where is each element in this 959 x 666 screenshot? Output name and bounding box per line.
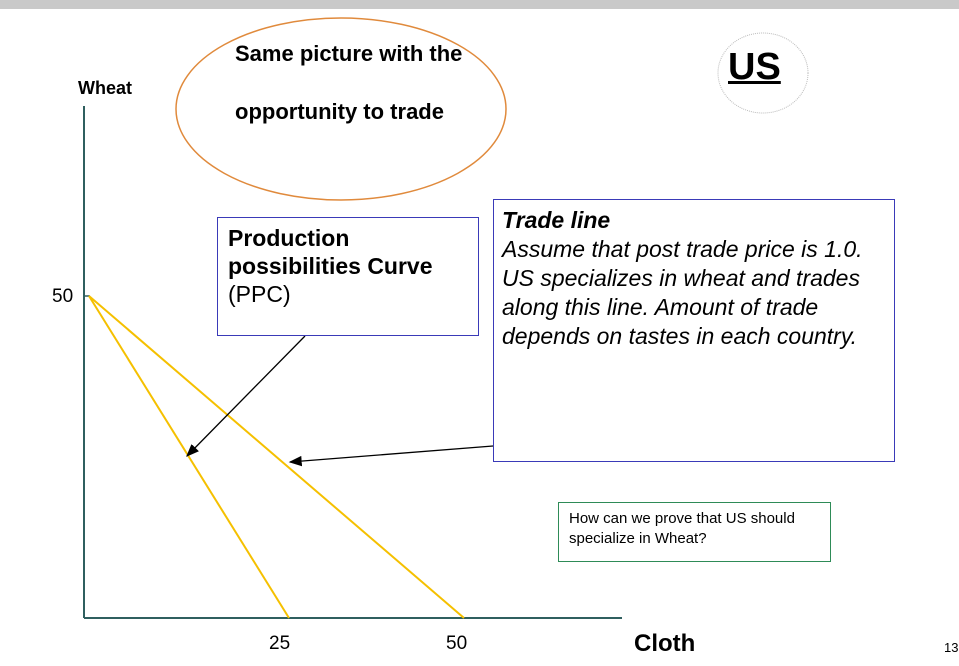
question-box: How can we prove that US should speciali… (558, 502, 831, 562)
x-tick-label-50: 50 (446, 633, 468, 654)
top-bar (0, 0, 959, 9)
x-tick-label-25: 25 (269, 633, 291, 654)
trade-box-title: Trade line (502, 207, 611, 233)
ppc-label-normal: (PPC) (228, 281, 291, 307)
y-axis-label: Wheat (78, 78, 132, 98)
oval-callout (175, 17, 507, 201)
trade-line-box: Trade line Assume that post trade price … (493, 199, 895, 462)
trade-line (88, 295, 465, 619)
oval-text-line1: Same picture with the (235, 41, 463, 66)
country-label: US (728, 46, 781, 88)
trade-box-body: Assume that post trade price is 1.0. US … (502, 236, 863, 349)
ppc-label-box: Production possibilities Curve (PPC) (217, 217, 479, 336)
ppc-label-bold: Production possibilities Curve (228, 225, 433, 279)
oval-text-line2: opportunity to trade (235, 99, 444, 124)
ppc-line (88, 295, 290, 619)
ppc-arrow (186, 335, 306, 457)
y-tick-label: 50 (52, 286, 74, 307)
x-axis-label: Cloth (634, 630, 696, 657)
us-circle (717, 32, 809, 114)
trade-arrow (288, 445, 494, 467)
slide-number: 13 (944, 640, 959, 655)
